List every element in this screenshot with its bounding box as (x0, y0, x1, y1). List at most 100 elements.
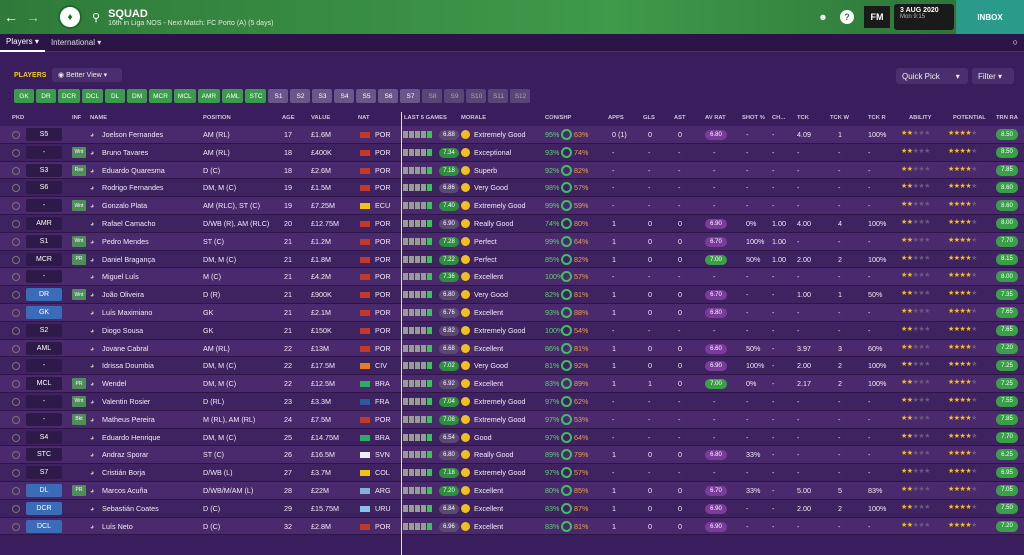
pkd-select[interactable]: DR (26, 288, 62, 302)
skull-icon[interactable]: ☻ (818, 12, 828, 22)
table-row[interactable]: S4 ◕ Eduardo Henrique DM, M (C) 25 £14.75M BRA… (0, 428, 1024, 447)
pkd-select[interactable]: S7 (26, 466, 62, 480)
forward-arrow-icon[interactable]: → (26, 9, 40, 25)
select-checkbox[interactable] (12, 380, 20, 389)
select-checkbox[interactable] (12, 362, 20, 371)
table-row[interactable]: - Wnt ◕ Gonzalo Plata AM (RLC), ST (C) 19 £7.2… (0, 197, 1024, 215)
select-checkbox[interactable] (12, 326, 20, 335)
position-button-s7[interactable]: S7 (400, 89, 421, 103)
pkd-select[interactable]: STC (26, 448, 62, 462)
select-checkbox[interactable] (12, 166, 20, 175)
position-button-s8[interactable]: S8 (422, 89, 443, 103)
table-row[interactable]: AML ◕ Jovane Cabral AM (RL) 22 £13M POR 6.68 Exc… (0, 339, 1024, 358)
position-button-dm[interactable]: DM (127, 89, 148, 103)
col-pkd[interactable]: PKD (12, 115, 25, 121)
table-row[interactable]: S6 ◕ Rodrigo Fernandes DM, M (C) 19 £1.5M POR 6… (0, 179, 1024, 198)
club-badge-icon[interactable]: ♦ (58, 5, 82, 29)
table-row[interactable]: S2 ◕ Diogo Sousa GK 21 £150K POR 6.82 Extremely … (0, 321, 1024, 340)
pkd-select[interactable]: S2 (26, 323, 62, 337)
player-name[interactable]: Gonzalo Plata (102, 201, 148, 211)
position-button-s1[interactable]: S1 (268, 89, 289, 103)
filter-button[interactable]: Filter ▾ (972, 68, 1014, 84)
player-name[interactable]: Cristián Borja (102, 468, 146, 478)
select-checkbox[interactable] (12, 291, 20, 300)
table-row[interactable]: - Wnt ◕ Bruno Tavares AM (RL) 18 £400K POR 7.34 E… (0, 143, 1024, 162)
col-apps[interactable]: APPS (608, 115, 624, 121)
select-checkbox[interactable] (12, 522, 20, 531)
col-con[interactable]: CON/SHP (545, 115, 572, 121)
position-button-gk[interactable]: GK (14, 89, 34, 103)
col-value[interactable]: VALUE (311, 115, 331, 121)
select-checkbox[interactable] (12, 273, 20, 282)
position-button-s10[interactable]: S10 (466, 89, 487, 103)
pkd-select[interactable]: DCR (26, 501, 62, 515)
position-button-mcl[interactable]: MCL (173, 89, 196, 103)
pkd-select[interactable]: - (26, 394, 62, 408)
table-row[interactable]: S7 ◕ Cristián Borja D/WB (L) 27 £3.7M COL 7.18 E… (0, 464, 1024, 482)
position-button-s6[interactable]: S6 (378, 89, 399, 103)
select-checkbox[interactable] (12, 219, 20, 228)
position-button-s5[interactable]: S5 (356, 89, 377, 103)
player-name[interactable]: Idrissa Doumbia (102, 361, 154, 371)
table-row[interactable]: - ◕ Idrissa Doumbia DM, M (C) 22 £17.5M CIV 7.0… (0, 357, 1024, 376)
select-checkbox[interactable] (12, 451, 20, 460)
settings-icon[interactable]: ○ (1012, 37, 1018, 47)
help-icon[interactable]: ? (840, 10, 854, 24)
col-tck[interactable]: TCK (797, 115, 809, 121)
select-checkbox[interactable] (12, 148, 20, 157)
pkd-select[interactable]: MCR (26, 252, 62, 266)
pkd-select[interactable]: - (26, 412, 62, 426)
player-name[interactable]: Miguel Luís (102, 272, 139, 282)
col-morale[interactable]: MORALE (461, 115, 487, 121)
back-arrow-icon[interactable]: ← (4, 9, 18, 25)
fm-menu-button[interactable]: FM (864, 6, 890, 28)
player-name[interactable]: Jovane Cabral (102, 343, 149, 353)
select-checkbox[interactable] (12, 184, 20, 193)
position-button-s12[interactable]: S12 (510, 89, 531, 103)
table-row[interactable]: DCL ◕ Luís Neto D (C) 32 £2.8M POR 6.96 Excellen… (0, 517, 1024, 536)
pkd-select[interactable]: S1 (26, 234, 62, 248)
pkd-select[interactable]: S4 (26, 430, 62, 444)
col-position[interactable]: POSITION (203, 115, 231, 121)
position-button-s11[interactable]: S11 (488, 89, 509, 103)
col-nat[interactable]: NAT (358, 115, 370, 121)
player-name[interactable]: Luís Neto (102, 521, 133, 531)
pkd-select[interactable]: AMR (26, 216, 62, 230)
position-button-dr[interactable]: DR (36, 89, 56, 103)
table-row[interactable]: - Wnt ◕ Valentin Rosier D (RL) 23 £3.3M FRA 7.04… (0, 392, 1024, 411)
col-trnra[interactable]: TRN RA (996, 115, 1018, 121)
pkd-select[interactable]: S5 (26, 128, 62, 141)
pkd-select[interactable]: GK (26, 305, 62, 319)
position-button-s9[interactable]: S9 (444, 89, 465, 103)
pkd-select[interactable]: DL (26, 483, 62, 497)
position-button-dcr[interactable]: DCR (58, 89, 81, 103)
pkd-select[interactable]: MCL (26, 377, 62, 391)
col-ast[interactable]: AST (674, 115, 686, 121)
inbox-button[interactable]: INBOX (956, 0, 1024, 34)
select-checkbox[interactable] (12, 308, 20, 317)
search-icon[interactable]: ⚲ (92, 11, 101, 24)
view-select[interactable]: ◉ Better View ▾ (52, 68, 122, 82)
select-checkbox[interactable] (12, 486, 20, 495)
player-name[interactable]: Diogo Sousa (102, 325, 144, 335)
col-ability[interactable]: ABILITY (909, 115, 932, 121)
select-checkbox[interactable] (12, 415, 20, 424)
player-name[interactable]: Eduardo Quaresma (102, 165, 165, 175)
table-row[interactable]: MCL PR ◕ Wendel DM, M (C) 22 £12.5M BRA 6.92 Exce… (0, 375, 1024, 393)
player-name[interactable]: Andraz Sporar (102, 450, 149, 460)
position-button-aml[interactable]: AML (222, 89, 244, 103)
table-row[interactable]: STC ◕ Andraz Sporar ST (C) 26 £16.5M SVN 6.80 Re… (0, 446, 1024, 465)
select-checkbox[interactable] (12, 469, 20, 478)
col-shot[interactable]: SHOT % (742, 115, 765, 121)
pkd-select[interactable]: - (26, 199, 62, 213)
select-checkbox[interactable] (12, 504, 20, 513)
pkd-select[interactable]: S6 (26, 181, 62, 195)
tab-international[interactable]: International ▾ (50, 38, 102, 47)
player-name[interactable]: Luís Maximiano (102, 307, 153, 317)
select-checkbox[interactable] (12, 344, 20, 353)
position-button-dl[interactable]: DL (105, 89, 126, 103)
player-name[interactable]: Sebastián Coates (102, 503, 159, 513)
pkd-select[interactable]: - (26, 145, 62, 159)
position-button-stc[interactable]: STC (245, 89, 267, 103)
tab-players[interactable]: Players ▾ (0, 34, 45, 52)
